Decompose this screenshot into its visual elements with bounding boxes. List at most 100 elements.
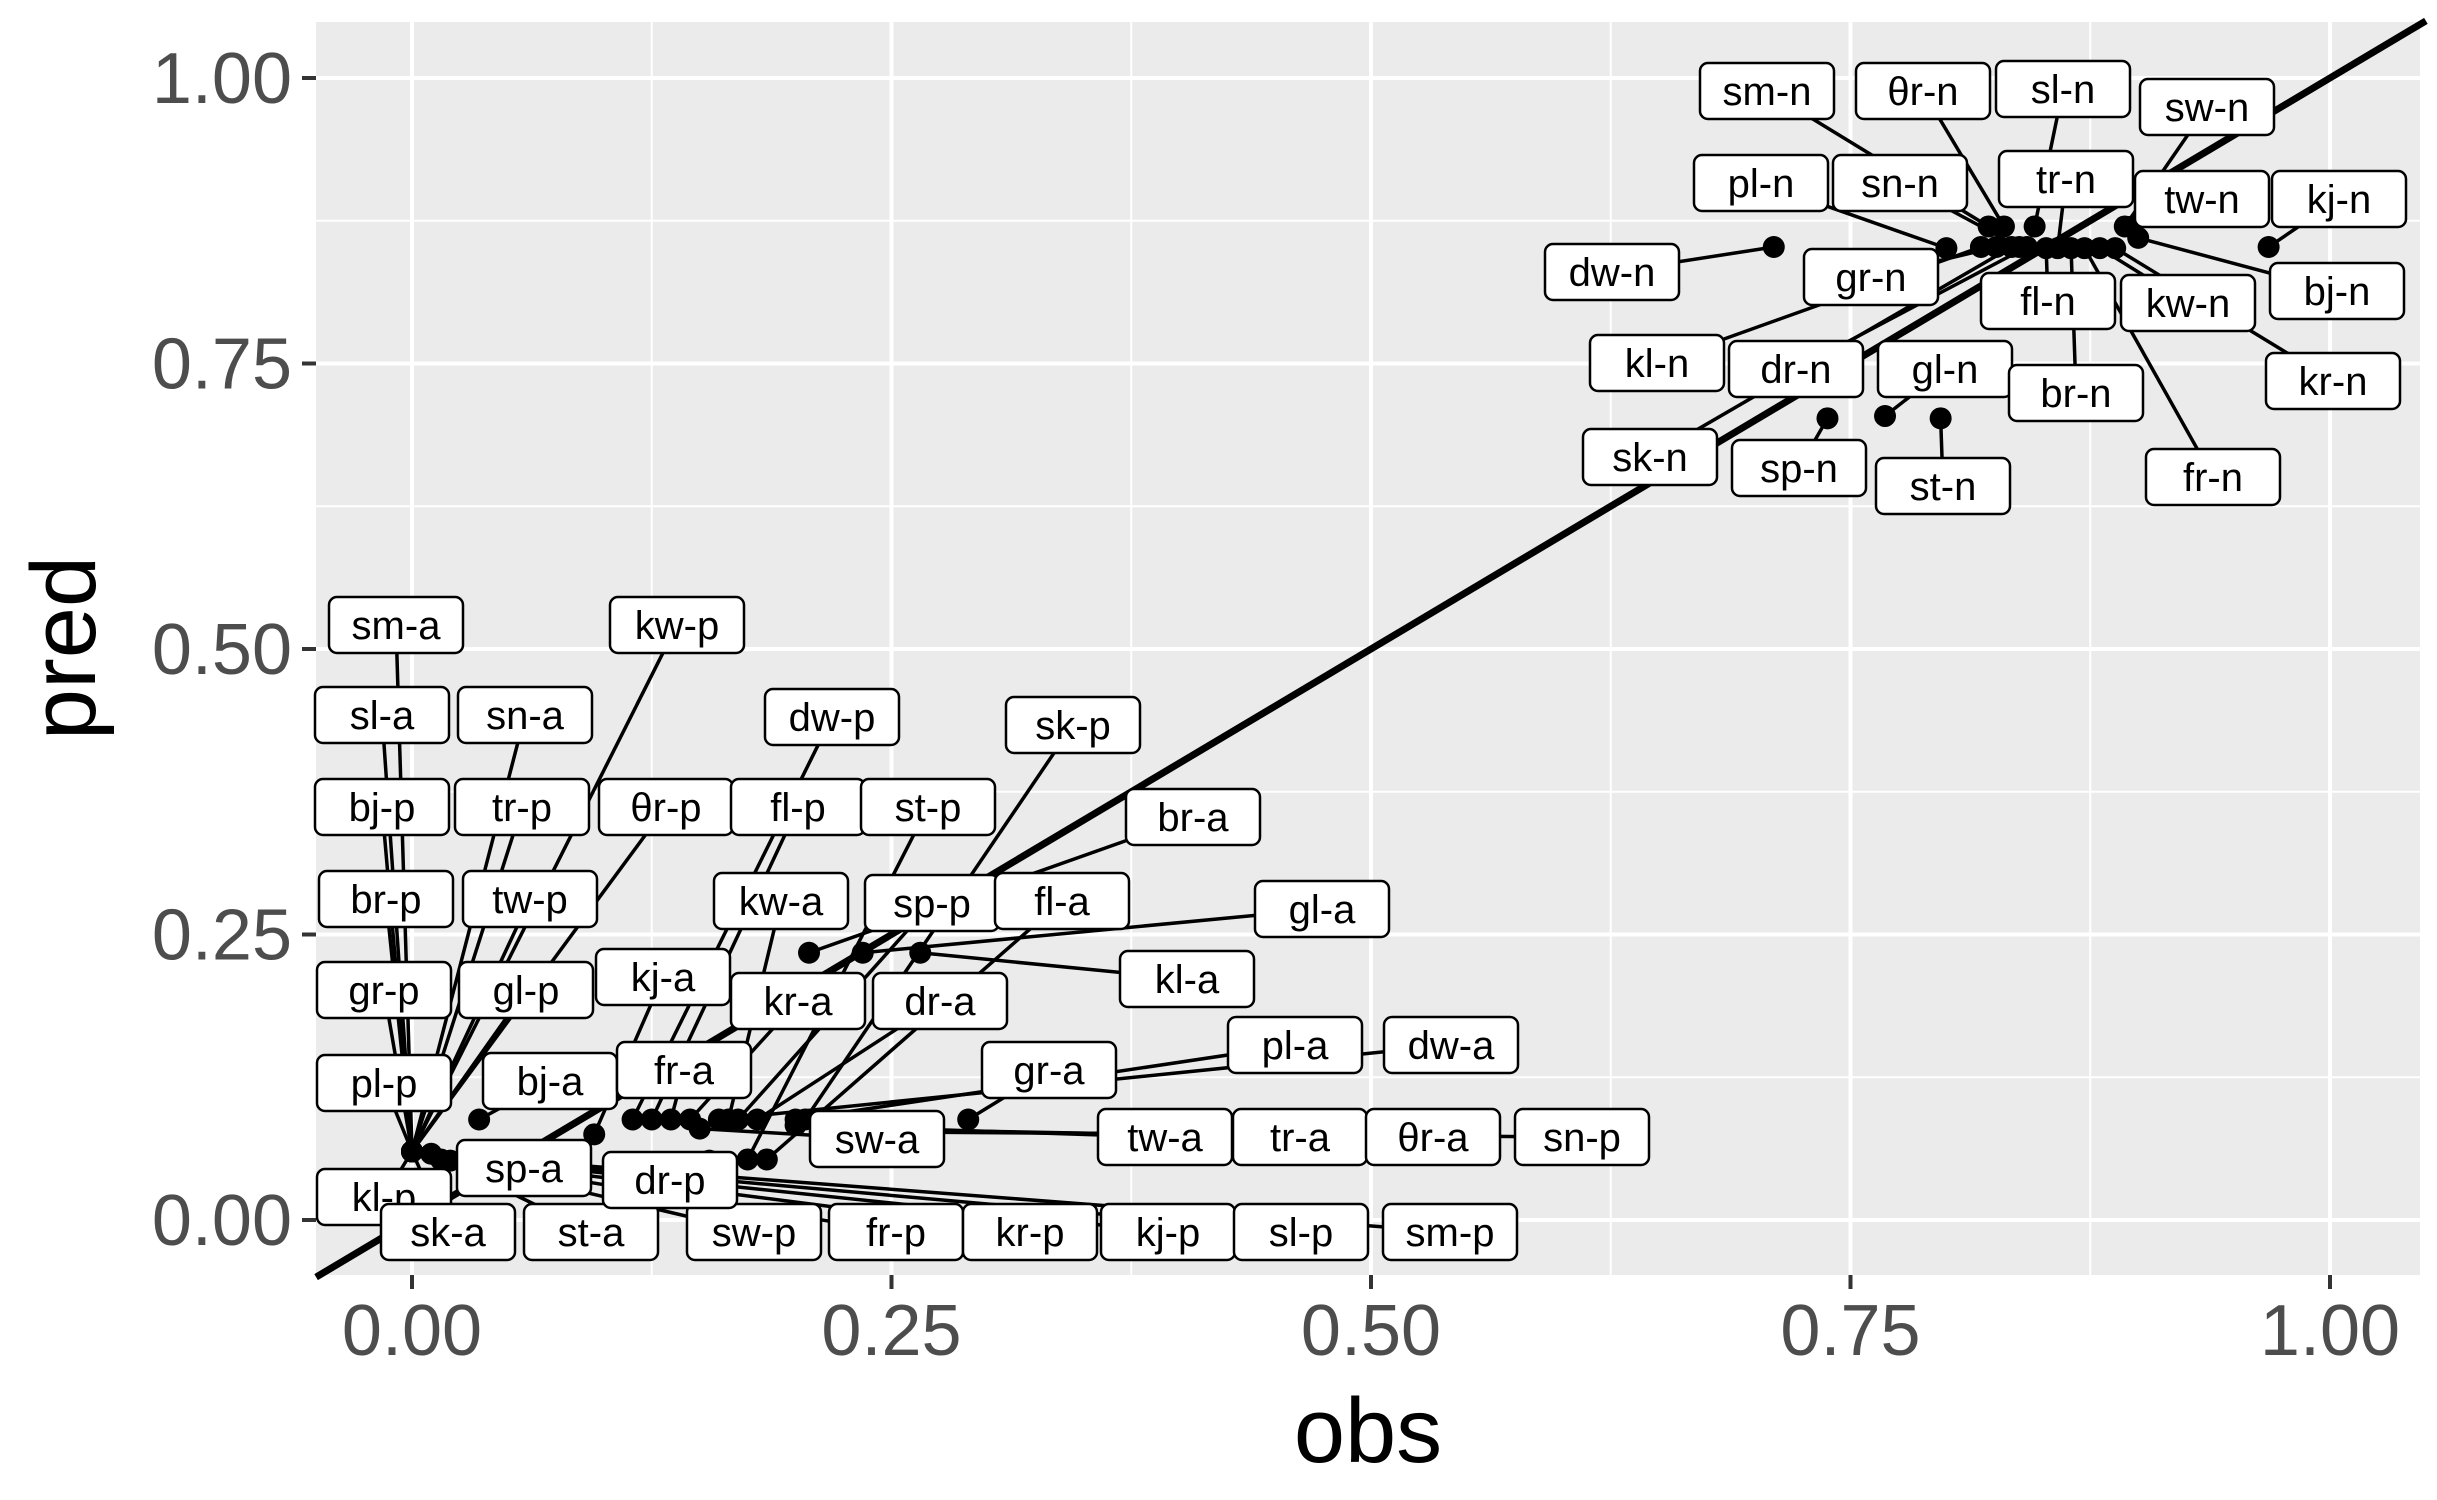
label-box — [615, 1040, 753, 1100]
x-tick-label: 1.00 — [2260, 1291, 2400, 1371]
label-text: kj-p — [1136, 1211, 1200, 1255]
label-text: kj-n — [2307, 178, 2371, 222]
point-fl-p — [640, 1108, 663, 1131]
label-sp-n: sp-n — [1730, 438, 1868, 498]
label-box — [1730, 438, 1868, 498]
label-box — [1118, 949, 1256, 1009]
label-br-a: br-a — [1124, 787, 1262, 847]
label-sk-a: sk-a — [379, 1202, 517, 1262]
label-box — [1381, 1202, 1519, 1262]
point-kj-a — [583, 1123, 606, 1146]
label-text: tr-a — [1270, 1116, 1331, 1160]
label-box — [313, 685, 451, 745]
label-box — [461, 869, 599, 929]
label-text: gl-p — [493, 969, 560, 1013]
label-text: kr-a — [764, 980, 834, 1024]
label-kw-a: kw-a — [712, 871, 850, 931]
label-box — [808, 1109, 946, 1169]
label-box — [871, 971, 1009, 1031]
label-fl-a: fl-a — [993, 871, 1131, 931]
label-text: θr-a — [1397, 1116, 1469, 1160]
label-kw-n: kw-n — [2119, 273, 2257, 333]
label-text: bj-p — [349, 786, 416, 830]
label-text: sl-n — [2031, 68, 2095, 112]
label-sn-n: sn-n — [1831, 153, 1969, 213]
y-axis-title: pred — [13, 556, 115, 740]
point-sl-n — [2023, 215, 2046, 238]
label-tr-a: tr-a — [1231, 1107, 1369, 1167]
label-text: gl-a — [1289, 888, 1356, 932]
label-text: gl-n — [1912, 348, 1979, 392]
point-bj-a — [468, 1108, 491, 1131]
label-sp-p: sp-p — [863, 873, 1001, 933]
label-br-p: br-p — [317, 869, 455, 929]
label-text: sp-n — [1760, 447, 1838, 491]
point-kl-n — [1969, 236, 1992, 259]
label-text: kj-a — [631, 956, 696, 1000]
label-box — [1253, 879, 1391, 939]
label-box — [1226, 1015, 1364, 1075]
label-text: tw-n — [2164, 178, 2240, 222]
point-kl-a — [909, 941, 932, 964]
label-text: sk-a — [410, 1211, 486, 1255]
label-box — [712, 871, 850, 931]
axes: 0.00 0.00 0.25 0.25 0.50 0.50 0.75 0.75 1.00 1.00 — [152, 39, 2400, 1371]
label-text: fr-n — [2183, 456, 2243, 500]
label-text: fl-n — [2020, 280, 2076, 324]
label-text: st-n — [1910, 465, 1977, 509]
label-text: fl-a — [1034, 880, 1090, 924]
label-br-n: br-n — [2007, 363, 2145, 423]
point-labels: dw-n sp-n gl-n st-n pl-n kl-n sm-n gr-n θr-n sk-n… — [313, 59, 2408, 1262]
label-box — [1581, 427, 1719, 487]
label-fl-n: fl-n — [1979, 271, 2117, 331]
label-θr-p: θr-p — [597, 777, 735, 837]
point-sw-a — [688, 1117, 711, 1140]
label-text: sm-a — [352, 604, 442, 648]
point-kw-n — [2088, 237, 2111, 260]
x-tick-label: 0.75 — [1780, 1291, 1920, 1371]
point-kr-n — [2104, 237, 2127, 260]
label-text: sn-n — [1861, 162, 1939, 206]
point-st-p — [736, 1148, 759, 1171]
label-text: gr-a — [1013, 1049, 1085, 1093]
label-text: fr-p — [866, 1211, 926, 1255]
label-box — [608, 595, 746, 655]
label-st-p: st-p — [859, 777, 997, 837]
label-dw-p: dw-p — [763, 687, 901, 747]
label-kl-n: kl-n — [1588, 333, 1726, 393]
point-gl-n — [1874, 405, 1897, 428]
label-text: pl-a — [1262, 1024, 1329, 1068]
label-box — [1513, 1107, 1651, 1167]
label-box — [457, 960, 595, 1020]
label-bj-p: bj-p — [313, 777, 451, 837]
label-text: kl-n — [1625, 342, 1689, 386]
point-gr-a — [957, 1108, 980, 1131]
label-text: sl-p — [1269, 1211, 1333, 1255]
label-text: dr-n — [1760, 348, 1831, 392]
label-fr-p: fr-p — [827, 1202, 965, 1262]
label-dr-n: dr-n — [1727, 339, 1865, 399]
label-box — [961, 1202, 1099, 1262]
label-bj-n: bj-n — [2268, 261, 2406, 321]
label-box — [1997, 149, 2135, 209]
label-text: sw-a — [835, 1118, 920, 1162]
point-pl-n — [1935, 237, 1958, 260]
label-sl-p: sl-p — [1232, 1202, 1370, 1262]
point-dr-n — [2015, 236, 2038, 259]
label-fl-p: fl-p — [729, 777, 867, 837]
label-θr-a: θr-a — [1364, 1107, 1502, 1167]
label-tw-p: tw-p — [461, 869, 599, 929]
label-box — [1831, 153, 1969, 213]
label-box — [379, 1202, 517, 1262]
label-text: dw-p — [789, 696, 876, 740]
point-fr-n — [2073, 237, 2096, 260]
label-text: sw-n — [2165, 86, 2249, 130]
label-box — [455, 1138, 593, 1198]
label-text: sw-p — [712, 1211, 796, 1255]
label-tw-a: tw-a — [1096, 1107, 1234, 1167]
label-kr-n: kr-n — [2264, 351, 2402, 411]
label-dw-a: dw-a — [1382, 1015, 1520, 1075]
label-text: kl-a — [1155, 958, 1220, 1002]
label-box — [2133, 169, 2271, 229]
label-text: θr-p — [630, 786, 701, 830]
